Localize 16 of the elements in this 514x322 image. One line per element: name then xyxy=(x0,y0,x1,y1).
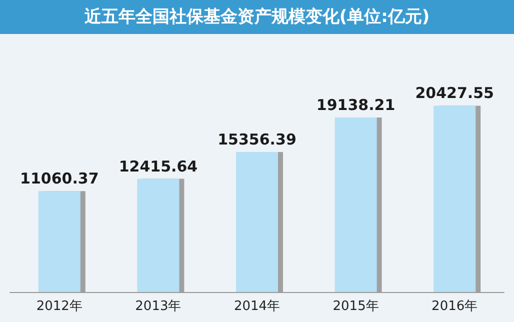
x-tick-label: 2015年 xyxy=(332,299,379,314)
data-label: 11060.37 xyxy=(20,170,99,188)
x-tick-label: 2014年 xyxy=(234,299,280,314)
data-label: 19138.21 xyxy=(316,96,396,114)
bar xyxy=(236,152,278,292)
chart-title: 近五年全国社保基金资产规模变化(单位:亿元) xyxy=(0,0,514,34)
bar xyxy=(38,191,80,292)
x-tick-label: 2012年 xyxy=(36,299,82,314)
x-tick-label: 2016年 xyxy=(432,299,478,314)
data-label: 15356.39 xyxy=(218,130,296,148)
data-label: 12415.64 xyxy=(118,157,198,176)
bar xyxy=(434,106,476,292)
bar xyxy=(334,117,377,292)
x-tick-label: 2013年 xyxy=(135,299,182,314)
data-label: 20427.55 xyxy=(415,84,494,102)
bar xyxy=(137,178,180,292)
